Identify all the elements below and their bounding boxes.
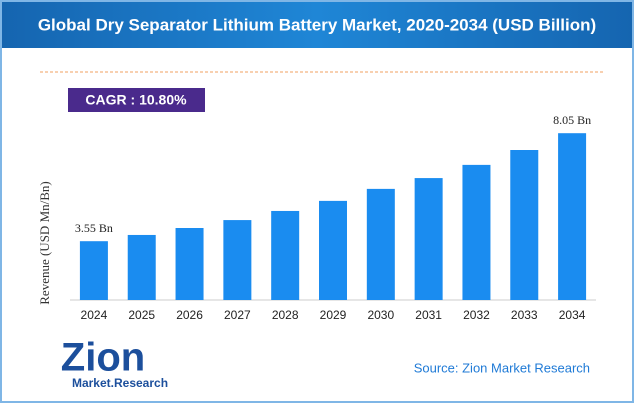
cagr-badge: [68, 88, 205, 112]
value-label: 3.55 Bn: [75, 221, 113, 235]
value-label: 8.05 Bn: [553, 113, 591, 127]
bar: [175, 228, 204, 300]
logo-name: Zion: [61, 336, 145, 380]
bar: [271, 210, 300, 300]
x-tick-label: 2027: [224, 308, 251, 322]
bar: [319, 200, 347, 300]
bar: [223, 220, 252, 300]
x-tick-label: 2032: [463, 308, 490, 322]
bar: [366, 188, 395, 300]
x-tick-label: 2024: [81, 308, 108, 322]
bar: [127, 234, 156, 300]
x-tick-label: 2025: [128, 308, 155, 322]
logo-tagline: Market.Research: [72, 376, 168, 390]
bar: [79, 241, 108, 300]
x-tick-label: 2028: [272, 308, 299, 322]
source: Source: Zion Market Research: [414, 360, 590, 375]
x-tick-label: 2026: [176, 308, 203, 322]
cagr-text: CAGR : 10.80%: [85, 92, 187, 108]
bar: [558, 133, 587, 300]
x-tick-label: 2034: [559, 308, 586, 322]
x-tick-label: 2031: [415, 308, 442, 322]
y-axis-label: Revenue (USD Mn/Bn): [37, 181, 52, 305]
bar: [510, 150, 539, 300]
bar: [414, 178, 443, 300]
x-tick-label: 2029: [320, 308, 347, 322]
header: [2, 2, 632, 48]
chart-title: Global Dry Separator Lithium Battery Mar…: [38, 15, 596, 34]
x-tick-label: 2030: [367, 308, 394, 322]
bar: [462, 164, 491, 300]
x-tick-label: 2033: [511, 308, 538, 322]
